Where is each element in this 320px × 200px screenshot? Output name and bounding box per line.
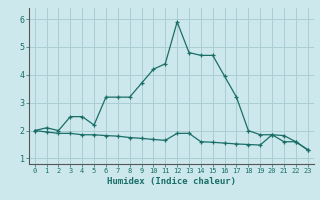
- X-axis label: Humidex (Indice chaleur): Humidex (Indice chaleur): [107, 177, 236, 186]
